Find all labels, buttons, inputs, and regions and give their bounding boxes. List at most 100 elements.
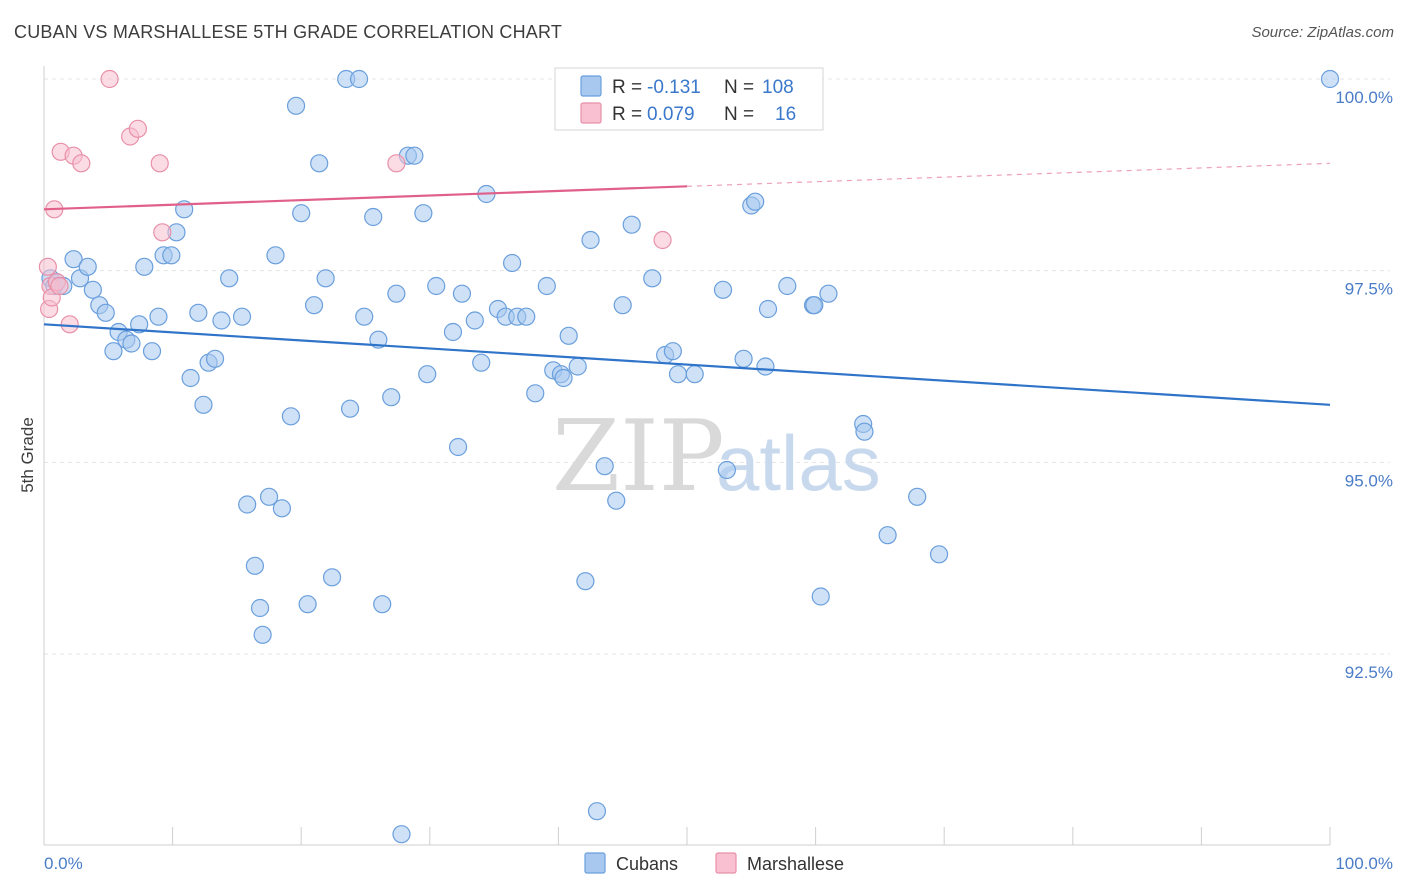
legend-n-value-cubans: 108 [762, 77, 794, 98]
cuban-point-60 [448, 437, 468, 457]
source-credit: Source: ZipAtlas.com [1251, 24, 1394, 41]
cuban-point-56 [414, 204, 433, 223]
cuban-point-35 [266, 246, 285, 265]
cuban-point-76 [568, 357, 587, 376]
cuban-point-4 [64, 250, 83, 269]
legend-swatch-cubans [580, 75, 602, 97]
cuban-point-52 [382, 388, 401, 407]
cuban-point-88 [685, 365, 704, 384]
cuban-point-93 [746, 192, 765, 211]
cuban-point-51 [373, 595, 392, 614]
watermark-zip: ZIP [552, 400, 725, 514]
cuban-point-23 [189, 303, 208, 322]
y-tick-label-2: 97.5% [1345, 280, 1393, 299]
cuban-point-74 [554, 368, 573, 388]
y-tick-label-1: 95.0% [1345, 471, 1393, 490]
cuban-point-13 [122, 334, 141, 353]
cuban-point-57 [418, 365, 437, 384]
watermark: ZIP atlas [552, 400, 881, 514]
cuban-point-7 [83, 280, 102, 299]
cuban-point-55 [405, 146, 424, 165]
cuban-point-91 [734, 349, 753, 368]
cuban-point-79 [587, 802, 607, 821]
cuban-point-59 [443, 322, 463, 342]
cuban-point-96 [778, 276, 797, 296]
cuban-point-89 [713, 280, 733, 299]
cuban-point-26 [205, 349, 225, 368]
cuban-point-33 [253, 625, 272, 644]
cuban-point-22 [181, 368, 200, 388]
y-tick-labels: 92.5% 95.0% 97.5% 100.0% [1335, 88, 1393, 682]
marshallese-point-10 [72, 154, 91, 173]
cuban-point-37 [281, 407, 301, 426]
cuban-point-82 [613, 296, 632, 315]
legend-r-label-marshallese: R = [612, 104, 642, 125]
cuban-point-83 [622, 215, 641, 234]
cuban-point-41 [304, 296, 324, 315]
marshallese-trend-extension [686, 162, 1331, 187]
cuban-point-15 [135, 257, 154, 276]
cuban-point-28 [220, 269, 239, 288]
cuban-point-43 [316, 269, 335, 288]
cuban-point-31 [245, 556, 265, 575]
cuban-point-58 [427, 276, 446, 296]
marshallese-point-14 [150, 154, 169, 173]
cuban-point-106 [1320, 69, 1340, 89]
x-tick-label-1: 100.0% [1335, 854, 1393, 873]
marshallese-point-13 [128, 119, 147, 138]
cuban-point-81 [607, 491, 626, 510]
cuban-point-36 [272, 499, 292, 518]
marshallese-point-16 [387, 154, 406, 173]
legend-r-value-marshallese: 0.079 [647, 104, 695, 125]
cuban-point-77 [576, 572, 595, 591]
marshallese-trend-line [43, 185, 688, 211]
marshallese-point-15 [153, 223, 172, 242]
cuban-point-14 [130, 315, 149, 334]
cuban-point-24 [194, 395, 213, 414]
cuban-point-16 [142, 342, 162, 361]
marshallese-point-8 [60, 315, 79, 334]
cuban-point-90 [717, 460, 736, 480]
cuban-point-104 [908, 487, 927, 506]
cuban-point-32 [250, 598, 270, 618]
stats-legend: R = -0.131 N = 108 R = 0.079 N = 16 [554, 67, 824, 131]
y-tick-label-0: 92.5% [1345, 663, 1393, 682]
cuban-point-10 [104, 342, 123, 361]
x-tick-labels: 0.0% 100.0% [44, 854, 1393, 873]
y-tick-label-3: 100.0% [1335, 88, 1393, 107]
marshallese-point-6 [50, 276, 69, 296]
data-points [38, 69, 1340, 844]
cuban-point-53 [387, 284, 406, 303]
cuban-point-17 [149, 307, 168, 326]
gridlines [44, 78, 1390, 655]
cuban-point-75 [559, 326, 578, 345]
cuban-point-9 [96, 303, 115, 322]
cuban-point-38 [286, 96, 306, 115]
cuban-point-63 [472, 353, 491, 372]
cuban-point-34 [259, 487, 279, 506]
cubans-trend-line [43, 323, 1331, 406]
series-legend-swatch-cubans [584, 852, 606, 874]
cuban-point-107 [392, 825, 411, 844]
cuban-point-6 [78, 257, 97, 276]
legend-swatch-marshallese [580, 102, 602, 124]
cuban-point-48 [355, 307, 374, 326]
cuban-point-70 [526, 384, 545, 403]
cuban-point-87 [668, 365, 688, 384]
cuban-point-29 [232, 307, 252, 326]
cuban-point-67 [503, 253, 522, 273]
series-legend: Cubans Marshallese [584, 852, 844, 874]
cuban-point-84 [643, 269, 662, 288]
chart-title: CUBAN VS MARSHALLESE 5TH GRADE CORRELATI… [14, 22, 563, 42]
cuban-point-71 [537, 276, 556, 296]
cuban-point-99 [811, 587, 830, 606]
cuban-point-49 [364, 207, 383, 227]
cuban-point-61 [452, 284, 472, 303]
cuban-point-78 [581, 230, 600, 250]
cuban-point-103 [878, 526, 897, 545]
series-legend-label-marshallese: Marshallese [747, 854, 844, 874]
trend-lines [43, 162, 1331, 406]
series-legend-label-cubans: Cubans [616, 854, 678, 874]
legend-r-label-cubans: R = [612, 77, 642, 98]
